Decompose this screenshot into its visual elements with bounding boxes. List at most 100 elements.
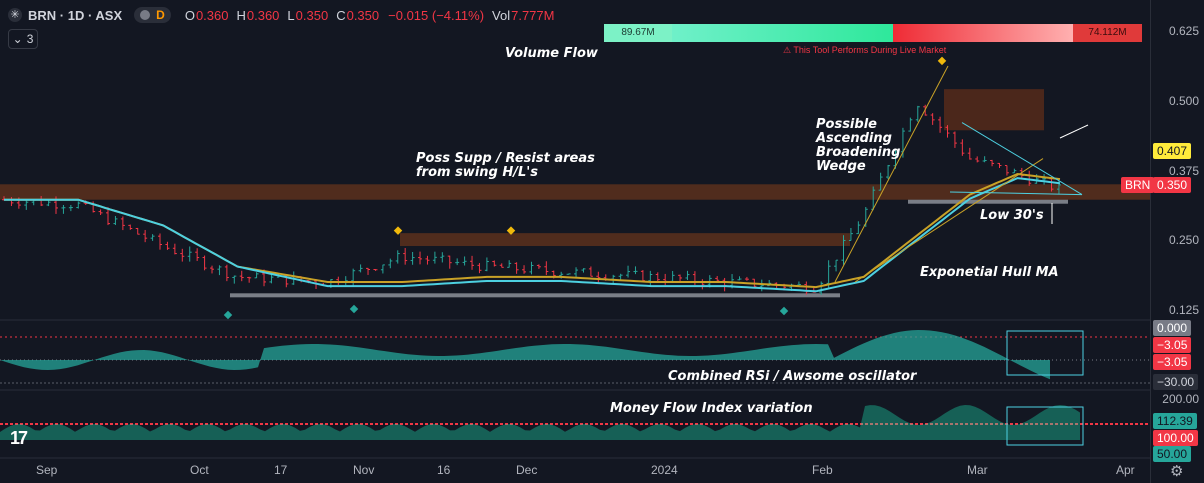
ohlc-bar <box>351 268 356 287</box>
ohlc-bar <box>477 263 482 274</box>
arrow-icon <box>1059 124 1089 139</box>
symbol-title[interactable]: BRN · 1D · ASX <box>28 7 123 23</box>
ohlc-bar <box>566 273 571 275</box>
triangle-line <box>949 191 1083 196</box>
ohlc-bar <box>418 251 423 265</box>
price-tick: 0.625 <box>1168 24 1199 38</box>
swing-low-marker <box>779 306 789 316</box>
ohlc-bar <box>187 246 192 262</box>
chevron-down-icon: ⌄ <box>12 32 23 46</box>
time-tick: Sep <box>36 463 58 477</box>
ohlc-bar <box>722 277 727 292</box>
annotation-wedge-4: Wedge <box>816 159 866 174</box>
ohlc-bar <box>878 172 883 191</box>
triangle-line <box>961 122 1083 196</box>
ohlc-bar <box>113 216 118 226</box>
time-tick: 17 <box>274 463 288 477</box>
ohlc-bar <box>432 251 437 264</box>
grid <box>0 319 1150 459</box>
time-tick: 2024 <box>651 463 678 477</box>
mfi-area <box>0 405 1080 440</box>
ohlc-bar <box>759 279 764 292</box>
ohlc-bar <box>930 113 935 125</box>
ohlc-bar <box>224 264 229 282</box>
ohlc-bar <box>685 270 690 281</box>
ohlc-bar <box>990 159 995 167</box>
time-tick: Dec <box>516 463 538 477</box>
ohlc-bar <box>796 281 801 286</box>
ohlc-bar <box>856 221 861 235</box>
ohlc-bar <box>425 255 430 265</box>
ohlc-bar <box>172 243 177 255</box>
ohlc-key: O <box>184 7 195 23</box>
price-tick: 0.250 <box>1168 233 1199 247</box>
time-tick: Oct <box>190 463 209 477</box>
ohlc-value: 0.350 <box>346 7 380 23</box>
tradingview-logo-icon[interactable]: 17 <box>10 428 28 448</box>
osc-tick: 200.00 <box>1162 392 1199 406</box>
ohlc-bar <box>715 276 720 281</box>
ohlc-bar <box>588 266 593 277</box>
ohlc-bar <box>507 260 512 268</box>
ohlc-bar <box>24 200 29 210</box>
ohlc-bar <box>700 279 705 290</box>
ohlc-bar <box>952 131 957 148</box>
ohlc-bar <box>128 224 133 230</box>
wedge-lower-line <box>854 158 1044 283</box>
interval-badge: D <box>156 8 165 22</box>
swing-low-marker <box>349 304 359 314</box>
price-axis[interactable]: 0.625 0.500 0.375 0.250 0.125 200.00 <box>1150 0 1204 483</box>
ohlc-value: 0.360 <box>246 7 280 23</box>
price-tick: 0.125 <box>1168 303 1199 317</box>
ohlc-bar <box>217 265 222 276</box>
swing-high-marker <box>937 56 947 66</box>
layers-toggle[interactable]: ⌄ 3 <box>8 29 38 49</box>
ohlc-bar <box>447 255 452 269</box>
drawings <box>223 56 1089 320</box>
ohlc-bar <box>202 255 207 271</box>
ohlc-value: 0.360 <box>195 7 229 23</box>
ohlc-bar <box>544 261 549 276</box>
ohlc-bar <box>648 270 653 287</box>
settings-gear-icon[interactable]: ⚙ <box>1170 463 1184 480</box>
last-price-tag: 0.350 <box>1153 177 1192 193</box>
sell-volume-fill <box>893 24 1073 42</box>
ohlc-bar <box>61 204 66 214</box>
ohlc-bar <box>908 117 913 132</box>
resistance-zone <box>944 89 1044 131</box>
ohlc-bar <box>492 260 497 267</box>
swing-high-marker <box>393 226 403 235</box>
ohlc-bar <box>254 272 259 279</box>
ohlc-bar <box>499 263 504 268</box>
ohlc-bar <box>596 271 601 283</box>
ohlc-bar <box>834 259 839 272</box>
ohlc-bar <box>395 250 400 264</box>
ohlc-bar <box>574 267 579 278</box>
hull-ma-line <box>4 177 1061 293</box>
ohlc-bar <box>819 281 824 295</box>
ohlc-bar <box>455 258 460 266</box>
ohlc-bar <box>68 204 73 212</box>
live-market-warning: ⚠ This Tool Performs During Live Market <box>783 45 947 55</box>
ohlc-bar <box>120 216 125 231</box>
support-band <box>230 293 840 298</box>
ohlc-bar <box>366 267 371 275</box>
symbol-header: ✳ BRN · 1D · ASX D O0.360 H0.360 L0.350 C0.… <box>8 6 562 24</box>
annotation-wedge-1: Possible <box>816 117 877 132</box>
ohlc-bar <box>522 265 527 274</box>
ohlc-bar <box>247 276 252 283</box>
ohlc-bar <box>997 162 1002 168</box>
swing-low-marker <box>223 310 233 320</box>
buy-volume: 89.67M <box>604 24 672 42</box>
layers-count: 3 <box>26 32 34 46</box>
ohlc-bar <box>76 201 81 209</box>
ohlc-bar <box>380 264 385 274</box>
ohlc-bar <box>440 252 445 263</box>
market-status-pill[interactable]: D <box>134 7 171 23</box>
ohlc-bar <box>804 281 809 295</box>
time-tick: Mar <box>967 463 988 477</box>
ohlc-bar <box>960 139 965 156</box>
ohlc-bar <box>982 156 987 163</box>
mfi-tag-v2: 100.00 <box>1153 430 1198 446</box>
